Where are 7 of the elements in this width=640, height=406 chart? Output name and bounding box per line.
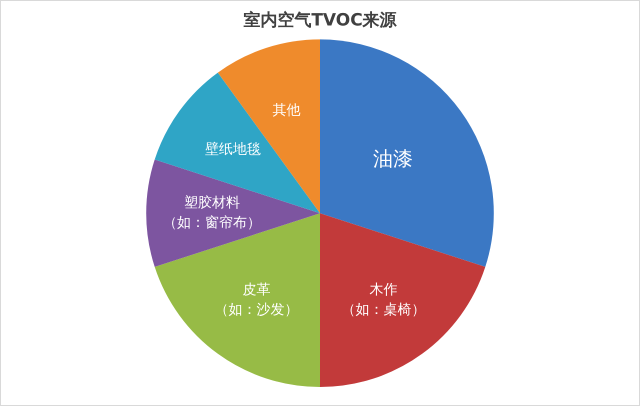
slice-label: 塑胶材料（如：窗帘布） [163, 194, 262, 231]
slice-label: 油漆 [373, 146, 414, 170]
chart-title: 室内空气TVOC来源 [243, 10, 398, 31]
slice-label: 皮革（如：沙发） [214, 282, 299, 318]
slice-label: 壁纸地毯 [204, 142, 261, 158]
slice-label: 其他 [272, 102, 301, 118]
slice-label: 木作（如：桌椅） [341, 282, 426, 318]
